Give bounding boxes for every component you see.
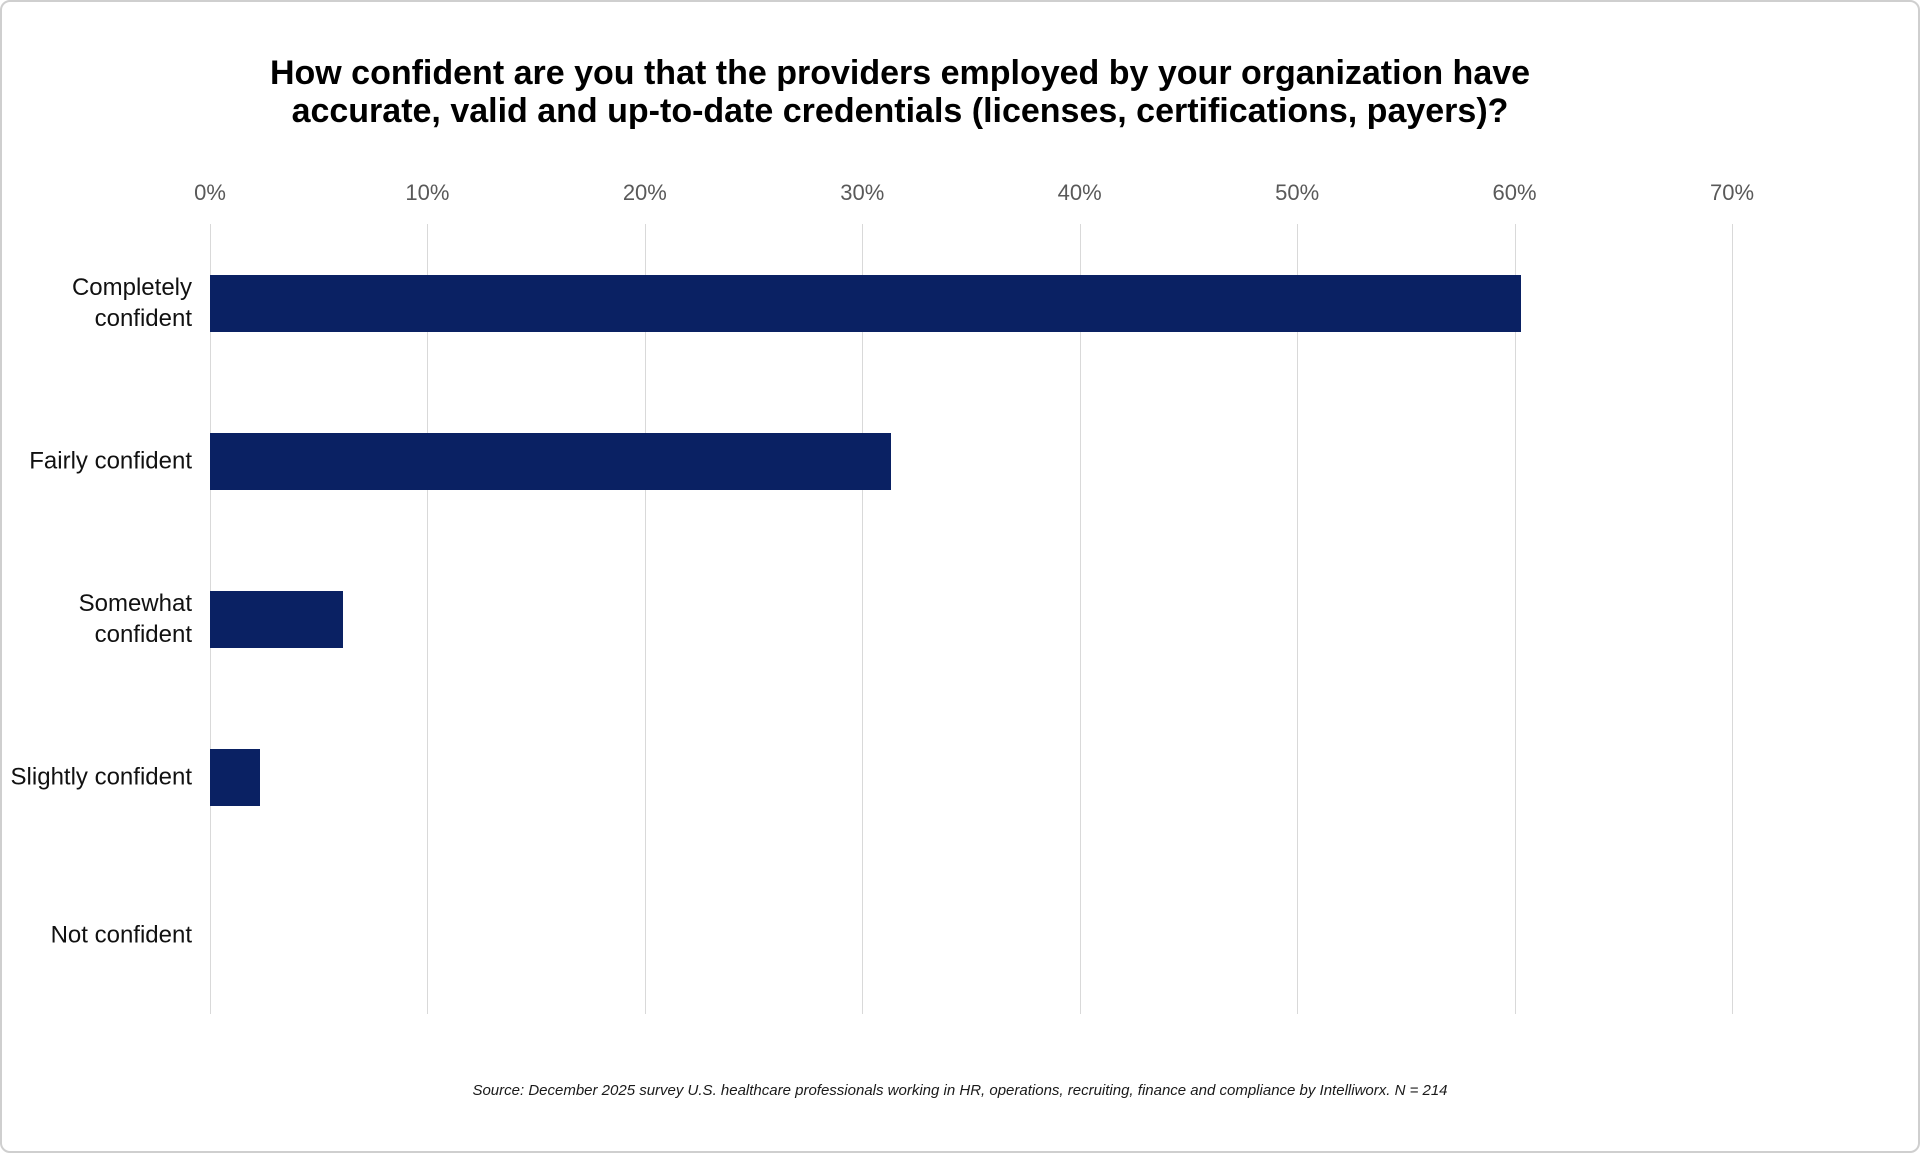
bar-somewhat-confident — [210, 590, 343, 648]
x-tick-label-70-: 70% — [1709, 180, 1755, 205]
gridline — [862, 224, 864, 1014]
gridline — [1297, 224, 1299, 1014]
bar-slightly-confident — [210, 748, 260, 806]
x-tick-label-30-: 30% — [840, 180, 885, 205]
gridline — [1079, 224, 1081, 1014]
x-tick-label-60-: 60% — [1492, 180, 1537, 205]
chart-title: How confident are you that the providers… — [269, 54, 1531, 130]
plot-area: 0% 10% 20% 30% 40% 50% 60% 70% — [194, 180, 1754, 1014]
bar-fairly-confident — [210, 432, 891, 490]
x-tick-label-40-: 40% — [1057, 180, 1102, 205]
category-label-fairly-confident: Fairly confident — [29, 447, 192, 475]
gridline — [644, 224, 646, 1014]
category-label-completely-confident: Completely confident — [71, 274, 192, 332]
gridline — [427, 224, 429, 1014]
gridline — [1732, 224, 1733, 1014]
category-label-not-confident: Not confident — [50, 921, 192, 949]
gridline — [1514, 224, 1516, 1014]
x-tick-label-10-: 10% — [405, 180, 450, 205]
source-note: Source: December 2025 survey U.S. health… — [472, 1082, 1448, 1099]
category-labels: Completely confident Fairly confident Some… — [2, 224, 192, 1014]
x-tick-label-0-: 0% — [194, 180, 226, 205]
category-label-slightly-confident: Slightly confident — [10, 763, 192, 791]
bar-completely-confident — [210, 274, 1522, 332]
category-label-somewhat-confident: Somewhat confident — [78, 590, 192, 648]
x-tick-label-50-: 50% — [1275, 180, 1320, 205]
x-tick-label-20-: 20% — [622, 180, 667, 205]
